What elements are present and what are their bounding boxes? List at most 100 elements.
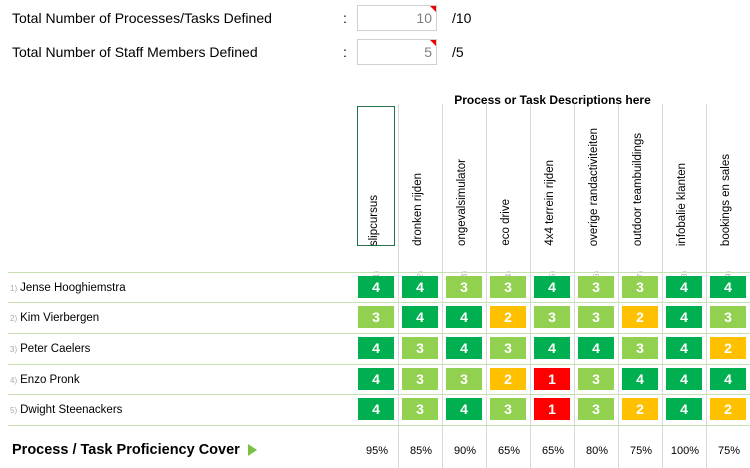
score-cell[interactable]: 3 — [578, 276, 614, 298]
staff-number: 4) — [10, 376, 18, 385]
staff-name: 2) Kim Vierbergen — [10, 303, 99, 333]
column-divider — [662, 104, 663, 468]
score-cell[interactable]: 3 — [358, 306, 394, 328]
score-cell[interactable]: 2 — [490, 368, 526, 390]
row-divider — [8, 425, 750, 426]
staff-name-text: Jense Hooghiemstra — [20, 282, 126, 294]
proficiency-cover-text: Process / Task Proficiency Cover — [12, 442, 240, 458]
score-cell[interactable]: 1 — [534, 368, 570, 390]
coverage-percentage: 65% — [541, 445, 565, 457]
coverage-percentage: 80% — [585, 445, 609, 457]
task-header[interactable]: 8) infobalie klanten — [663, 106, 707, 278]
staff-name: 5) Dwight Steenackers — [10, 395, 122, 425]
score-cell[interactable]: 2 — [622, 398, 658, 420]
row-divider — [8, 394, 750, 395]
task-header[interactable]: 2) dronken rijden — [399, 106, 443, 278]
column-divider — [398, 104, 399, 468]
score-cell[interactable]: 4 — [710, 276, 746, 298]
task-name: infobalie klanten — [676, 162, 688, 246]
task-header[interactable]: 7) outdoor teambuildings — [619, 106, 663, 278]
row-divider — [8, 272, 750, 273]
score-cell[interactable]: 4 — [534, 337, 570, 359]
score-cell[interactable]: 4 — [446, 398, 482, 420]
staff-name-text: Enzo Pronk — [20, 374, 80, 386]
score-cell[interactable]: 2 — [710, 337, 746, 359]
score-cell[interactable]: 3 — [710, 306, 746, 328]
colon: : — [343, 10, 347, 26]
score-cell[interactable]: 3 — [534, 306, 570, 328]
score-cell[interactable]: 2 — [710, 398, 746, 420]
staff-name-text: Peter Caelers — [20, 343, 91, 355]
score-cell[interactable]: 4 — [710, 368, 746, 390]
selected-cell-outline — [357, 106, 395, 246]
score-cell[interactable]: 4 — [666, 398, 702, 420]
score-cell[interactable]: 4 — [358, 276, 394, 298]
score-cell[interactable]: 4 — [402, 276, 438, 298]
task-header[interactable]: 6) overige randactiviteiten — [575, 106, 619, 278]
score-cell[interactable]: 1 — [534, 398, 570, 420]
score-cell[interactable]: 4 — [402, 306, 438, 328]
play-triangle-icon — [247, 444, 257, 457]
score-cell[interactable]: 4 — [666, 276, 702, 298]
task-name: outdoor teambuildings — [632, 132, 644, 246]
score-cell[interactable]: 4 — [534, 276, 570, 298]
score-cell[interactable]: 3 — [402, 337, 438, 359]
score-cell[interactable]: 4 — [358, 398, 394, 420]
score-cell[interactable]: 4 — [446, 306, 482, 328]
matrix-title: Process or Task Descriptions here — [454, 93, 651, 107]
task-name: ongevalsimulator — [456, 159, 468, 246]
score-cell[interactable]: 3 — [490, 276, 526, 298]
task-name: eco drive — [500, 199, 512, 246]
task-header[interactable]: 9) bookings en sales — [707, 106, 750, 278]
task-header[interactable]: 5) 4x4 terrein rijden — [531, 106, 575, 278]
score-cell[interactable]: 4 — [622, 368, 658, 390]
column-divider — [442, 104, 443, 468]
score-cell[interactable]: 4 — [446, 337, 482, 359]
score-cell[interactable]: 3 — [402, 368, 438, 390]
coverage-percentage: 85% — [409, 445, 433, 457]
column-divider — [486, 104, 487, 468]
row-divider — [8, 302, 750, 303]
score-cell[interactable]: 3 — [490, 398, 526, 420]
processes-max: /10 — [452, 10, 472, 26]
score-cell[interactable]: 3 — [622, 337, 658, 359]
coverage-percentage: 100% — [670, 445, 700, 457]
score-cell[interactable]: 4 — [666, 368, 702, 390]
score-cell[interactable]: 3 — [578, 306, 614, 328]
coverage-percentage: 95% — [365, 445, 389, 457]
task-name: bookings en sales — [720, 153, 732, 246]
score-cell[interactable]: 3 — [578, 368, 614, 390]
staff-number: 1) — [10, 284, 18, 293]
staff-name-text: Dwight Steenackers — [20, 404, 123, 416]
score-cell[interactable]: 4 — [666, 337, 702, 359]
staff-number: 2) — [10, 314, 18, 323]
score-cell[interactable]: 3 — [578, 398, 614, 420]
score-cell[interactable]: 3 — [446, 276, 482, 298]
score-cell[interactable]: 3 — [402, 398, 438, 420]
score-cell[interactable]: 3 — [490, 337, 526, 359]
score-cell[interactable]: 4 — [358, 337, 394, 359]
processes-count-field[interactable]: 10 — [357, 5, 437, 31]
score-cell[interactable]: 3 — [622, 276, 658, 298]
task-header[interactable]: 3) ongevalsimulator — [443, 106, 487, 278]
row-divider — [8, 333, 750, 334]
coverage-percentage: 90% — [453, 445, 477, 457]
column-divider — [618, 104, 619, 468]
score-cell[interactable]: 2 — [490, 306, 526, 328]
colon: : — [343, 44, 347, 60]
task-header[interactable]: 4) eco drive — [487, 106, 531, 278]
coverage-percentage: 75% — [717, 445, 741, 457]
staff-label: Total Number of Staff Members Defined — [12, 44, 258, 60]
score-cell[interactable]: 4 — [666, 306, 702, 328]
staff-count-field[interactable]: 5 — [357, 39, 437, 65]
column-divider — [706, 104, 707, 468]
staff-number: 5) — [10, 406, 18, 415]
score-cell[interactable]: 2 — [622, 306, 658, 328]
staff-name-text: Kim Vierbergen — [20, 312, 100, 324]
score-cell[interactable]: 4 — [358, 368, 394, 390]
column-divider — [530, 104, 531, 468]
score-cell[interactable]: 4 — [578, 337, 614, 359]
staff-number: 3) — [10, 345, 18, 354]
score-cell[interactable]: 3 — [446, 368, 482, 390]
proficiency-cover-label: Process / Task Proficiency Cover — [12, 442, 257, 458]
